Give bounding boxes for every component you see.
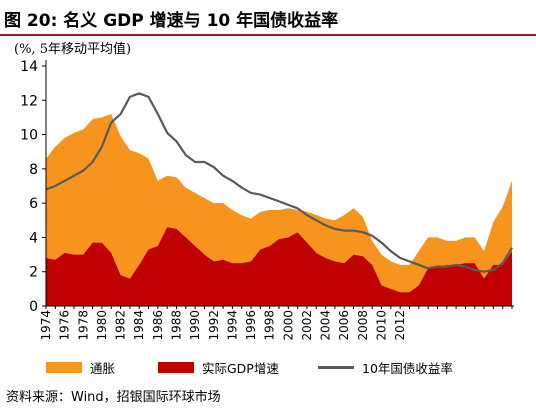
source-note: 资料来源：Wind，招银国际环球市场 xyxy=(6,390,221,405)
chart: 0 2 4 6 8 10 12 14 1974 1976 1978 1980 1982 1984 1986 1… xyxy=(20,59,514,341)
x-tick-label: 1980 xyxy=(95,310,109,341)
legend-swatch-real-gdp xyxy=(158,362,194,373)
x-tick-label: 2006 xyxy=(337,310,351,341)
x-tick-label: 2010 xyxy=(375,310,389,341)
x-tick-label: 2000 xyxy=(281,310,295,341)
x-tick-label: 2012 xyxy=(393,310,407,341)
x-tick-label: 1986 xyxy=(151,310,165,341)
y-tick-label: 10 xyxy=(20,128,38,144)
y-tick-label: 14 xyxy=(20,59,38,75)
x-tick-label: 1984 xyxy=(132,310,146,341)
x-tick-label: 1976 xyxy=(58,310,72,341)
x-tick-label: 1990 xyxy=(188,310,202,341)
bond-yield-line xyxy=(45,92,513,273)
x-tick-label: 1982 xyxy=(114,310,128,341)
legend-item-bond-yield: 10年国债收益率 xyxy=(318,358,453,377)
y-tick-label: 2 xyxy=(29,265,38,281)
chart-layer: 0 2 4 6 8 10 12 14 1974 1976 1978 1980 1982 1984 1986 1… xyxy=(20,59,514,341)
legend-item-real-gdp: 实际GDP增速 xyxy=(158,358,279,377)
x-tick-label: 1988 xyxy=(170,310,184,341)
legend: 通胀 实际GDP增速 10年国债收益率 xyxy=(0,358,536,378)
legend-swatch-inflation xyxy=(46,362,82,373)
x-tick-label: 1994 xyxy=(225,310,239,341)
x-tick-label: 2002 xyxy=(300,310,314,341)
legend-item-inflation: 通胀 xyxy=(46,358,115,377)
y-tick-label: 6 xyxy=(29,196,38,212)
y-tick-label: 8 xyxy=(29,162,38,178)
x-tick-label: 1996 xyxy=(244,310,258,341)
legend-swatch-bond-yield xyxy=(318,366,354,369)
x-tick-label: 2008 xyxy=(356,310,370,341)
real-gdp-area xyxy=(46,227,512,306)
legend-label-bond-yield: 10年国债收益率 xyxy=(362,361,453,376)
inflation-area xyxy=(46,114,512,293)
y-tick-label: 4 xyxy=(29,230,38,246)
unit-label: (%, 5年移动平均值) xyxy=(14,42,132,57)
x-tick-label: 1978 xyxy=(76,310,90,341)
x-tick-label: 1992 xyxy=(207,310,221,341)
y-tick-label: 0 xyxy=(29,299,38,315)
y-tick-label: 12 xyxy=(20,93,38,109)
legend-label-inflation: 通胀 xyxy=(90,361,116,376)
legend-label-real-gdp: 实际GDP增速 xyxy=(202,361,279,376)
x-tick-label: 2004 xyxy=(319,310,333,341)
title-rule xyxy=(0,34,536,36)
x-tick-label: 1998 xyxy=(263,310,277,341)
figure-title: 图 20: 名义 GDP 增速与 10 年国债收益率 xyxy=(4,11,339,31)
x-tick-label: 1974 xyxy=(39,310,53,341)
